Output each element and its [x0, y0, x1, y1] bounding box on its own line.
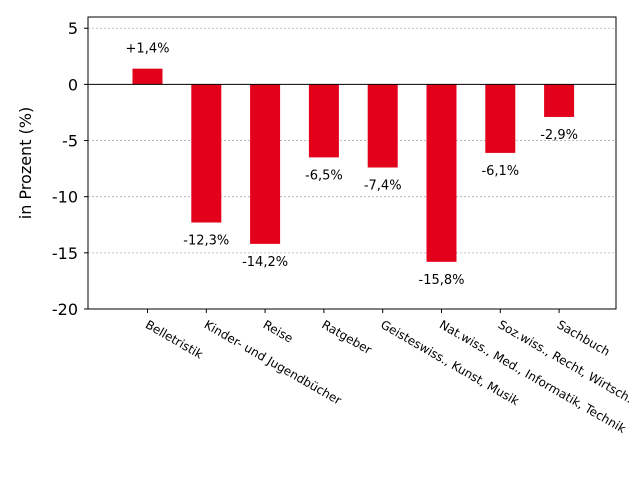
bar-value-label: -12,3%	[183, 234, 229, 249]
bar-value-label: -15,8%	[419, 273, 465, 288]
bar	[308, 84, 339, 158]
bar	[367, 84, 398, 168]
plot-frame	[87, 16, 617, 310]
y-tick-label: 5	[68, 19, 78, 38]
y-tick-label: -10	[52, 188, 78, 207]
bar-value-label: -14,2%	[242, 255, 288, 270]
bar	[191, 84, 222, 223]
bar-value-label: +1,4%	[126, 42, 170, 57]
bars	[132, 68, 575, 262]
bar	[544, 84, 575, 117]
bar	[132, 68, 163, 85]
y-tick-label: -20	[52, 300, 78, 319]
bar-value-label: -6,1%	[481, 164, 519, 179]
value-labels: +1,4% -12,3% -14,2% -6,5% -7,4% -15,8% -6,1% -2…	[126, 42, 578, 288]
bar-value-label: -7,4%	[364, 178, 402, 193]
grid-lines	[88, 27, 616, 310]
x-category-label: Reise	[261, 317, 296, 345]
y-tick-label: -15	[52, 244, 78, 263]
x-category-label: Belletristik	[143, 317, 205, 361]
y-tick-label: 0	[68, 75, 78, 94]
y-tick-label: -5	[62, 132, 78, 151]
y-axis-ticks: 5 0 -5 -10 -15 -20	[52, 19, 88, 319]
x-category-label: Ratgeber	[319, 317, 374, 357]
bar	[485, 84, 516, 153]
y-axis-title: in Prozent (%)	[16, 107, 35, 219]
bar-value-label: -6,5%	[305, 168, 343, 183]
bar-value-label: -2,9%	[540, 128, 578, 143]
bar	[250, 84, 281, 244]
bar	[426, 84, 457, 262]
